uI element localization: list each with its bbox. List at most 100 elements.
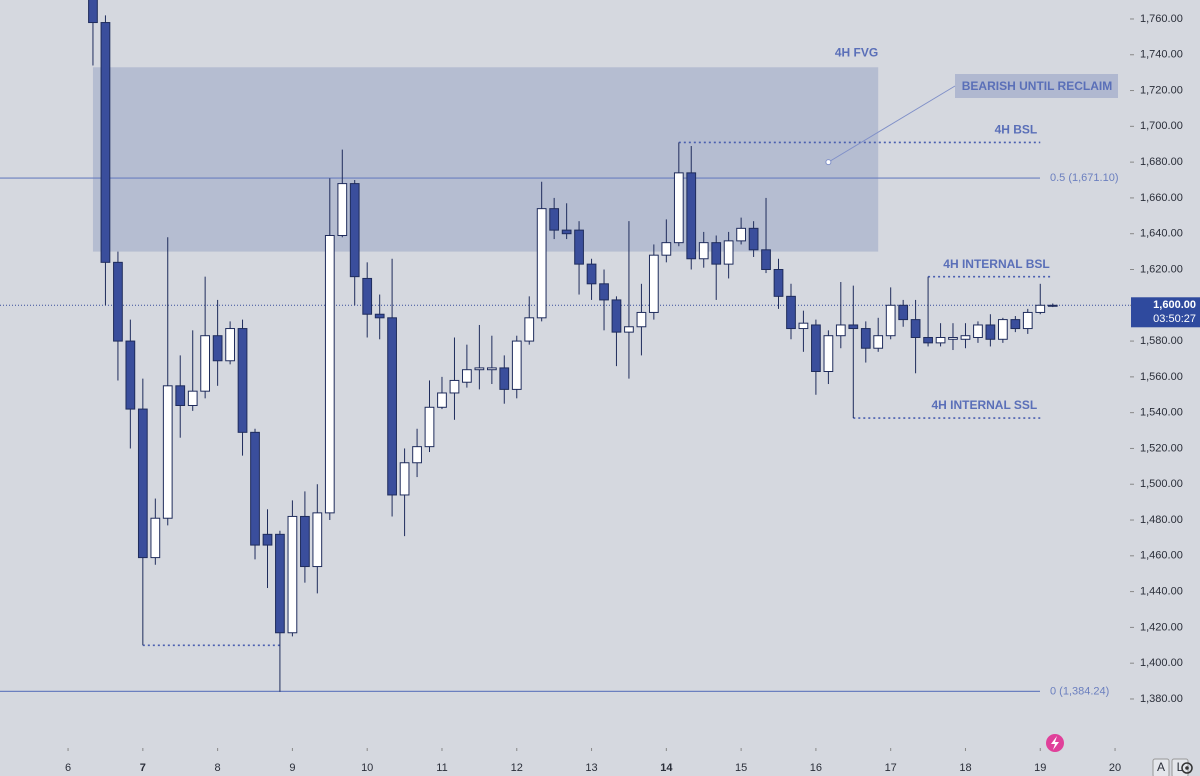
callout-line (828, 85, 956, 163)
candle-body (200, 335, 211, 392)
callout-label: BEARISH UNTIL RECLAIM (962, 79, 1112, 93)
candle-body (100, 22, 111, 263)
candle-body (673, 172, 684, 244)
candle-body (686, 172, 697, 260)
candle-body (88, 0, 98, 24)
candle-body (761, 249, 771, 270)
candle-body (212, 335, 223, 362)
candle-body (162, 385, 173, 519)
candle-body (811, 324, 821, 372)
candle-body (648, 254, 659, 313)
candle-body (848, 324, 859, 330)
candle-body (499, 367, 510, 390)
last-price-box (1131, 297, 1200, 328)
candle-body (574, 229, 584, 265)
candle-body (935, 336, 946, 344)
candle-body (349, 183, 360, 278)
candle-body (150, 517, 161, 559)
candle-body (835, 324, 846, 337)
candle-body (462, 369, 472, 383)
x-tick-label: 15 (735, 762, 747, 774)
y-tick-label: 1,440.00 (1140, 586, 1183, 598)
candle-body (748, 227, 759, 251)
candle-body (225, 328, 235, 362)
liquidity-label: 4H INTERNAL BSL (943, 257, 1049, 271)
y-tick-label: 1,660.00 (1140, 192, 1183, 204)
candle-body (997, 319, 1008, 340)
x-tick-label: 17 (885, 762, 897, 774)
ui-button[interactable] (1152, 758, 1170, 776)
candle-body (586, 263, 597, 285)
plot-area: 4H FVG 0.5 (1,671.10) 0 (1,384.24) 4H BSL 4H… (0, 0, 1130, 697)
candle-body (511, 340, 522, 390)
y-tick-label: 1,520.00 (1140, 442, 1183, 454)
candle-body (599, 283, 609, 301)
candle-body (910, 319, 921, 338)
callout-box (955, 74, 1118, 98)
y-tick-label: 1,560.00 (1140, 371, 1183, 383)
y-tick-label: 1,380.00 (1140, 693, 1183, 705)
x-tick-label: 8 (215, 762, 221, 774)
settings-icon[interactable] (1181, 762, 1193, 774)
candle-body (449, 379, 460, 394)
level-label: 0.5 (1,671.10) (1050, 172, 1119, 184)
y-tick-label: 1,580.00 (1140, 335, 1183, 347)
countdown-label: 03:50:27 (1153, 313, 1196, 325)
candle-body (923, 336, 933, 344)
candle-body (275, 533, 285, 634)
candle-body (362, 277, 373, 315)
candle-body (175, 385, 186, 406)
zone-label: 4H FVG (835, 45, 878, 59)
y-tick-label: 1,680.00 (1140, 156, 1183, 168)
x-tick-label: 12 (511, 762, 523, 774)
candle-body (250, 431, 260, 546)
candle-body (387, 317, 397, 496)
y-tick-label: 1,400.00 (1140, 657, 1183, 669)
candle-body (549, 208, 560, 231)
y-tick-label: 1,540.00 (1140, 407, 1183, 419)
candle-body (736, 227, 746, 242)
candle-body (312, 512, 323, 568)
candle-body (873, 335, 884, 349)
y-tick-label: 1,420.00 (1140, 621, 1183, 633)
candle-body (1010, 319, 1021, 330)
callout-point (825, 159, 832, 166)
last-price-label: 1,600.00 (1153, 299, 1196, 311)
candle-body (137, 408, 148, 559)
ui-button-label[interactable]: L (1177, 760, 1184, 774)
y-tick-label: 1,480.00 (1140, 514, 1183, 526)
candle-body (125, 340, 136, 410)
candle-body (636, 311, 647, 328)
candle-body (898, 304, 909, 321)
candle-body (960, 335, 971, 340)
candle-body (985, 324, 996, 340)
y-tick-label: 1,640.00 (1140, 228, 1183, 240)
candle-body (885, 304, 896, 337)
lightning-icon[interactable] (1046, 734, 1064, 752)
x-tick-label: 20 (1109, 762, 1121, 774)
candle-body (698, 242, 709, 260)
candle-body (287, 515, 298, 634)
candle-body (611, 299, 622, 333)
y-tick-label: 1,460.00 (1140, 550, 1183, 562)
candle-body (536, 208, 547, 319)
candle-body (474, 367, 485, 371)
candle-body (237, 328, 248, 433)
y-tick-label: 1,700.00 (1140, 120, 1183, 132)
liquidity-label: 4H BSL (995, 123, 1038, 137)
candle-body (561, 229, 572, 235)
candle-body (624, 326, 634, 333)
candle-body (1035, 304, 1046, 313)
candle-body (860, 328, 871, 349)
candle-body (424, 406, 435, 448)
y-tick-label: 1,500.00 (1140, 478, 1183, 490)
x-tick-label: 10 (361, 762, 373, 774)
candle-body (374, 313, 385, 319)
level-label: 0 (1,384.24) (1050, 685, 1109, 697)
candle-body (711, 242, 722, 265)
candle-body (113, 261, 123, 342)
ui-button-label[interactable]: A (1157, 760, 1165, 774)
